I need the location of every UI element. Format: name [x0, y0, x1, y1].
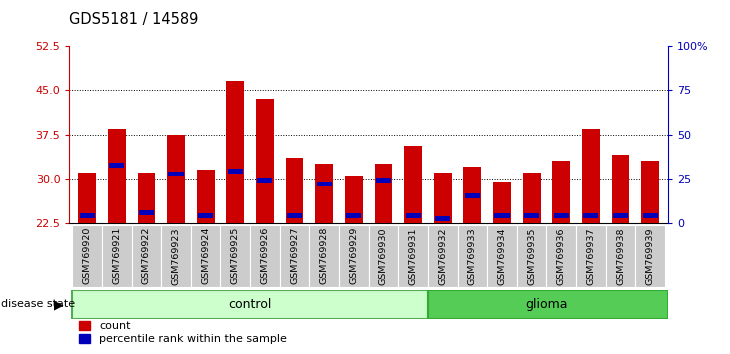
Bar: [524, 213, 539, 218]
Bar: [317, 182, 331, 187]
Bar: [641, 161, 659, 223]
Bar: [198, 213, 213, 218]
Bar: [434, 173, 452, 223]
Text: GSM769924: GSM769924: [201, 227, 210, 285]
Bar: [428, 225, 458, 287]
Bar: [78, 173, 96, 223]
Bar: [137, 173, 155, 223]
Bar: [376, 178, 391, 183]
Bar: [72, 225, 102, 287]
Text: GSM769932: GSM769932: [438, 227, 447, 285]
Bar: [517, 225, 547, 287]
Legend: count, percentile rank within the sample: count, percentile rank within the sample: [75, 316, 292, 348]
Bar: [191, 225, 220, 287]
Bar: [464, 167, 481, 223]
Text: GSM769931: GSM769931: [409, 227, 418, 285]
Bar: [583, 213, 599, 218]
Bar: [487, 225, 517, 287]
Bar: [493, 182, 511, 223]
Bar: [612, 155, 629, 223]
Bar: [169, 172, 183, 176]
Text: GSM769925: GSM769925: [231, 227, 239, 285]
Text: GSM769934: GSM769934: [498, 227, 507, 285]
Bar: [310, 225, 339, 287]
Bar: [280, 225, 310, 287]
Bar: [110, 164, 124, 168]
Bar: [635, 225, 665, 287]
Text: glioma: glioma: [525, 298, 568, 311]
Bar: [167, 135, 185, 223]
Bar: [428, 290, 668, 319]
Bar: [131, 225, 161, 287]
Bar: [220, 225, 250, 287]
Bar: [399, 225, 428, 287]
Text: GSM769921: GSM769921: [112, 227, 121, 285]
Bar: [642, 213, 658, 218]
Bar: [339, 225, 369, 287]
Bar: [258, 178, 272, 183]
Text: GSM769938: GSM769938: [616, 227, 625, 285]
Text: GSM769933: GSM769933: [468, 227, 477, 285]
Bar: [346, 213, 361, 218]
Text: GSM769936: GSM769936: [557, 227, 566, 285]
Bar: [72, 290, 428, 319]
Bar: [576, 225, 606, 287]
Bar: [108, 129, 126, 223]
Text: GSM769929: GSM769929: [350, 227, 358, 285]
Text: GSM769922: GSM769922: [142, 227, 151, 285]
Bar: [494, 213, 510, 218]
Bar: [250, 225, 280, 287]
Text: GDS5181 / 14589: GDS5181 / 14589: [69, 12, 199, 27]
Text: GSM769927: GSM769927: [290, 227, 299, 285]
Bar: [345, 176, 363, 223]
Bar: [369, 225, 399, 287]
Text: GSM769937: GSM769937: [586, 227, 596, 285]
Text: GSM769928: GSM769928: [320, 227, 328, 285]
Bar: [404, 146, 422, 223]
Text: GSM769935: GSM769935: [527, 227, 536, 285]
Bar: [547, 225, 576, 287]
Bar: [139, 210, 154, 215]
Text: control: control: [228, 298, 272, 311]
Bar: [226, 81, 245, 223]
Bar: [606, 225, 635, 287]
Bar: [465, 193, 480, 198]
Bar: [523, 173, 540, 223]
Bar: [554, 213, 569, 218]
Text: GSM769920: GSM769920: [82, 227, 92, 285]
Bar: [406, 213, 420, 218]
Text: GSM769930: GSM769930: [379, 227, 388, 285]
Bar: [458, 225, 487, 287]
Text: GSM769939: GSM769939: [645, 227, 655, 285]
Bar: [80, 213, 95, 218]
Text: GSM769926: GSM769926: [261, 227, 269, 285]
Bar: [613, 213, 628, 218]
Bar: [228, 169, 243, 174]
Text: GSM769923: GSM769923: [172, 227, 180, 285]
Bar: [256, 99, 274, 223]
Bar: [287, 213, 302, 218]
Bar: [374, 164, 392, 223]
Bar: [315, 164, 333, 223]
Bar: [197, 170, 215, 223]
Bar: [582, 129, 600, 223]
Bar: [553, 161, 570, 223]
Text: disease state: disease state: [1, 299, 76, 309]
Bar: [285, 158, 304, 223]
Bar: [161, 225, 191, 287]
Bar: [102, 225, 131, 287]
Text: ▶: ▶: [54, 298, 64, 311]
Bar: [435, 216, 450, 221]
